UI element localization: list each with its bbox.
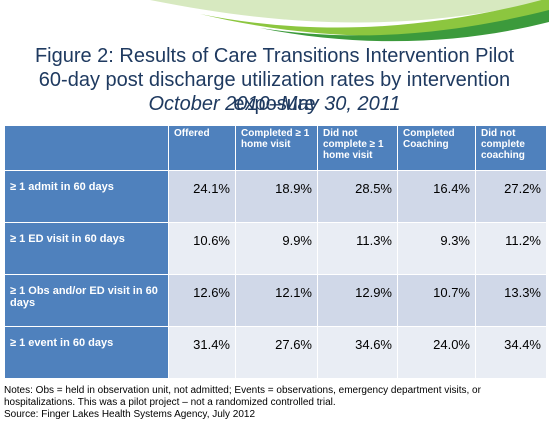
column-header: Offered (168, 125, 236, 171)
table-row: ≥ 1 admit in 60 days 24.1% 18.9% 28.5% 16.4%… (4, 170, 547, 223)
cell-value: 34.4% (475, 326, 547, 379)
subtitle: 60-day post discharge utilization rates … (38, 69, 511, 115)
corner-cell (4, 125, 169, 171)
cell-value: 10.6% (168, 222, 236, 275)
column-header: Did not complete coaching (475, 125, 547, 171)
decoration (150, 0, 549, 42)
cell-value: 9.3% (397, 222, 476, 275)
row-label: ≥ 1 admit in 60 days (4, 170, 169, 223)
table-row: ≥ 1 ED visit in 60 days 10.6% 9.9% 11.3% 9.3… (4, 222, 547, 275)
table: Offered Completed ≥ 1 home visit Did not c… (4, 125, 547, 379)
row-label: ≥ 1 event in 60 days (4, 326, 169, 379)
cell-value: 31.4% (168, 326, 236, 379)
cell-value: 12.9% (317, 274, 398, 327)
source: Source: Finger Lakes Health Systems Agen… (4, 409, 256, 420)
cell-value: 12.1% (235, 274, 318, 327)
cell-value: 27.6% (235, 326, 318, 379)
cell-value: 11.3% (317, 222, 398, 275)
cell-value: 18.9% (235, 170, 318, 223)
cell-value: 11.2% (475, 222, 547, 275)
period: October 2010–May 30, 2011 (148, 93, 401, 115)
notes: Notes: Obs = held in observation unit, n… (4, 385, 481, 408)
table-row: ≥ 1 Obs and/or ED visit in 60 days 12.6% 1… (4, 274, 547, 327)
column-header: Did not complete ≥ 1 home visit (317, 125, 398, 171)
notes-block: Notes: Obs = held in observation unit, n… (4, 385, 544, 421)
column-header: Completed Coaching (397, 125, 476, 171)
cell-value: 16.4% (397, 170, 476, 223)
cell-value: 10.7% (397, 274, 476, 327)
row-label: ≥ 1 ED visit in 60 days (4, 222, 169, 275)
cell-value: 9.9% (235, 222, 318, 275)
cell-value: 12.6% (168, 274, 236, 327)
header-row: Offered Completed ≥ 1 home visit Did not c… (4, 125, 547, 171)
cell-value: 24.0% (397, 326, 476, 379)
row-label: ≥ 1 Obs and/or ED visit in 60 days (4, 274, 169, 327)
cell-value: 24.1% (168, 170, 236, 223)
column-header: Completed ≥ 1 home visit (235, 125, 318, 171)
title: Figure 2: Results of Care Transitions In… (34, 45, 515, 67)
cell-value: 28.5% (317, 170, 398, 223)
table-row: ≥ 1 event in 60 days 31.4% 27.6% 34.6% 24.0%… (4, 326, 547, 379)
cell-value: 34.6% (317, 326, 398, 379)
cell-value: 27.2% (475, 170, 547, 223)
cell-value: 13.3% (475, 274, 547, 327)
